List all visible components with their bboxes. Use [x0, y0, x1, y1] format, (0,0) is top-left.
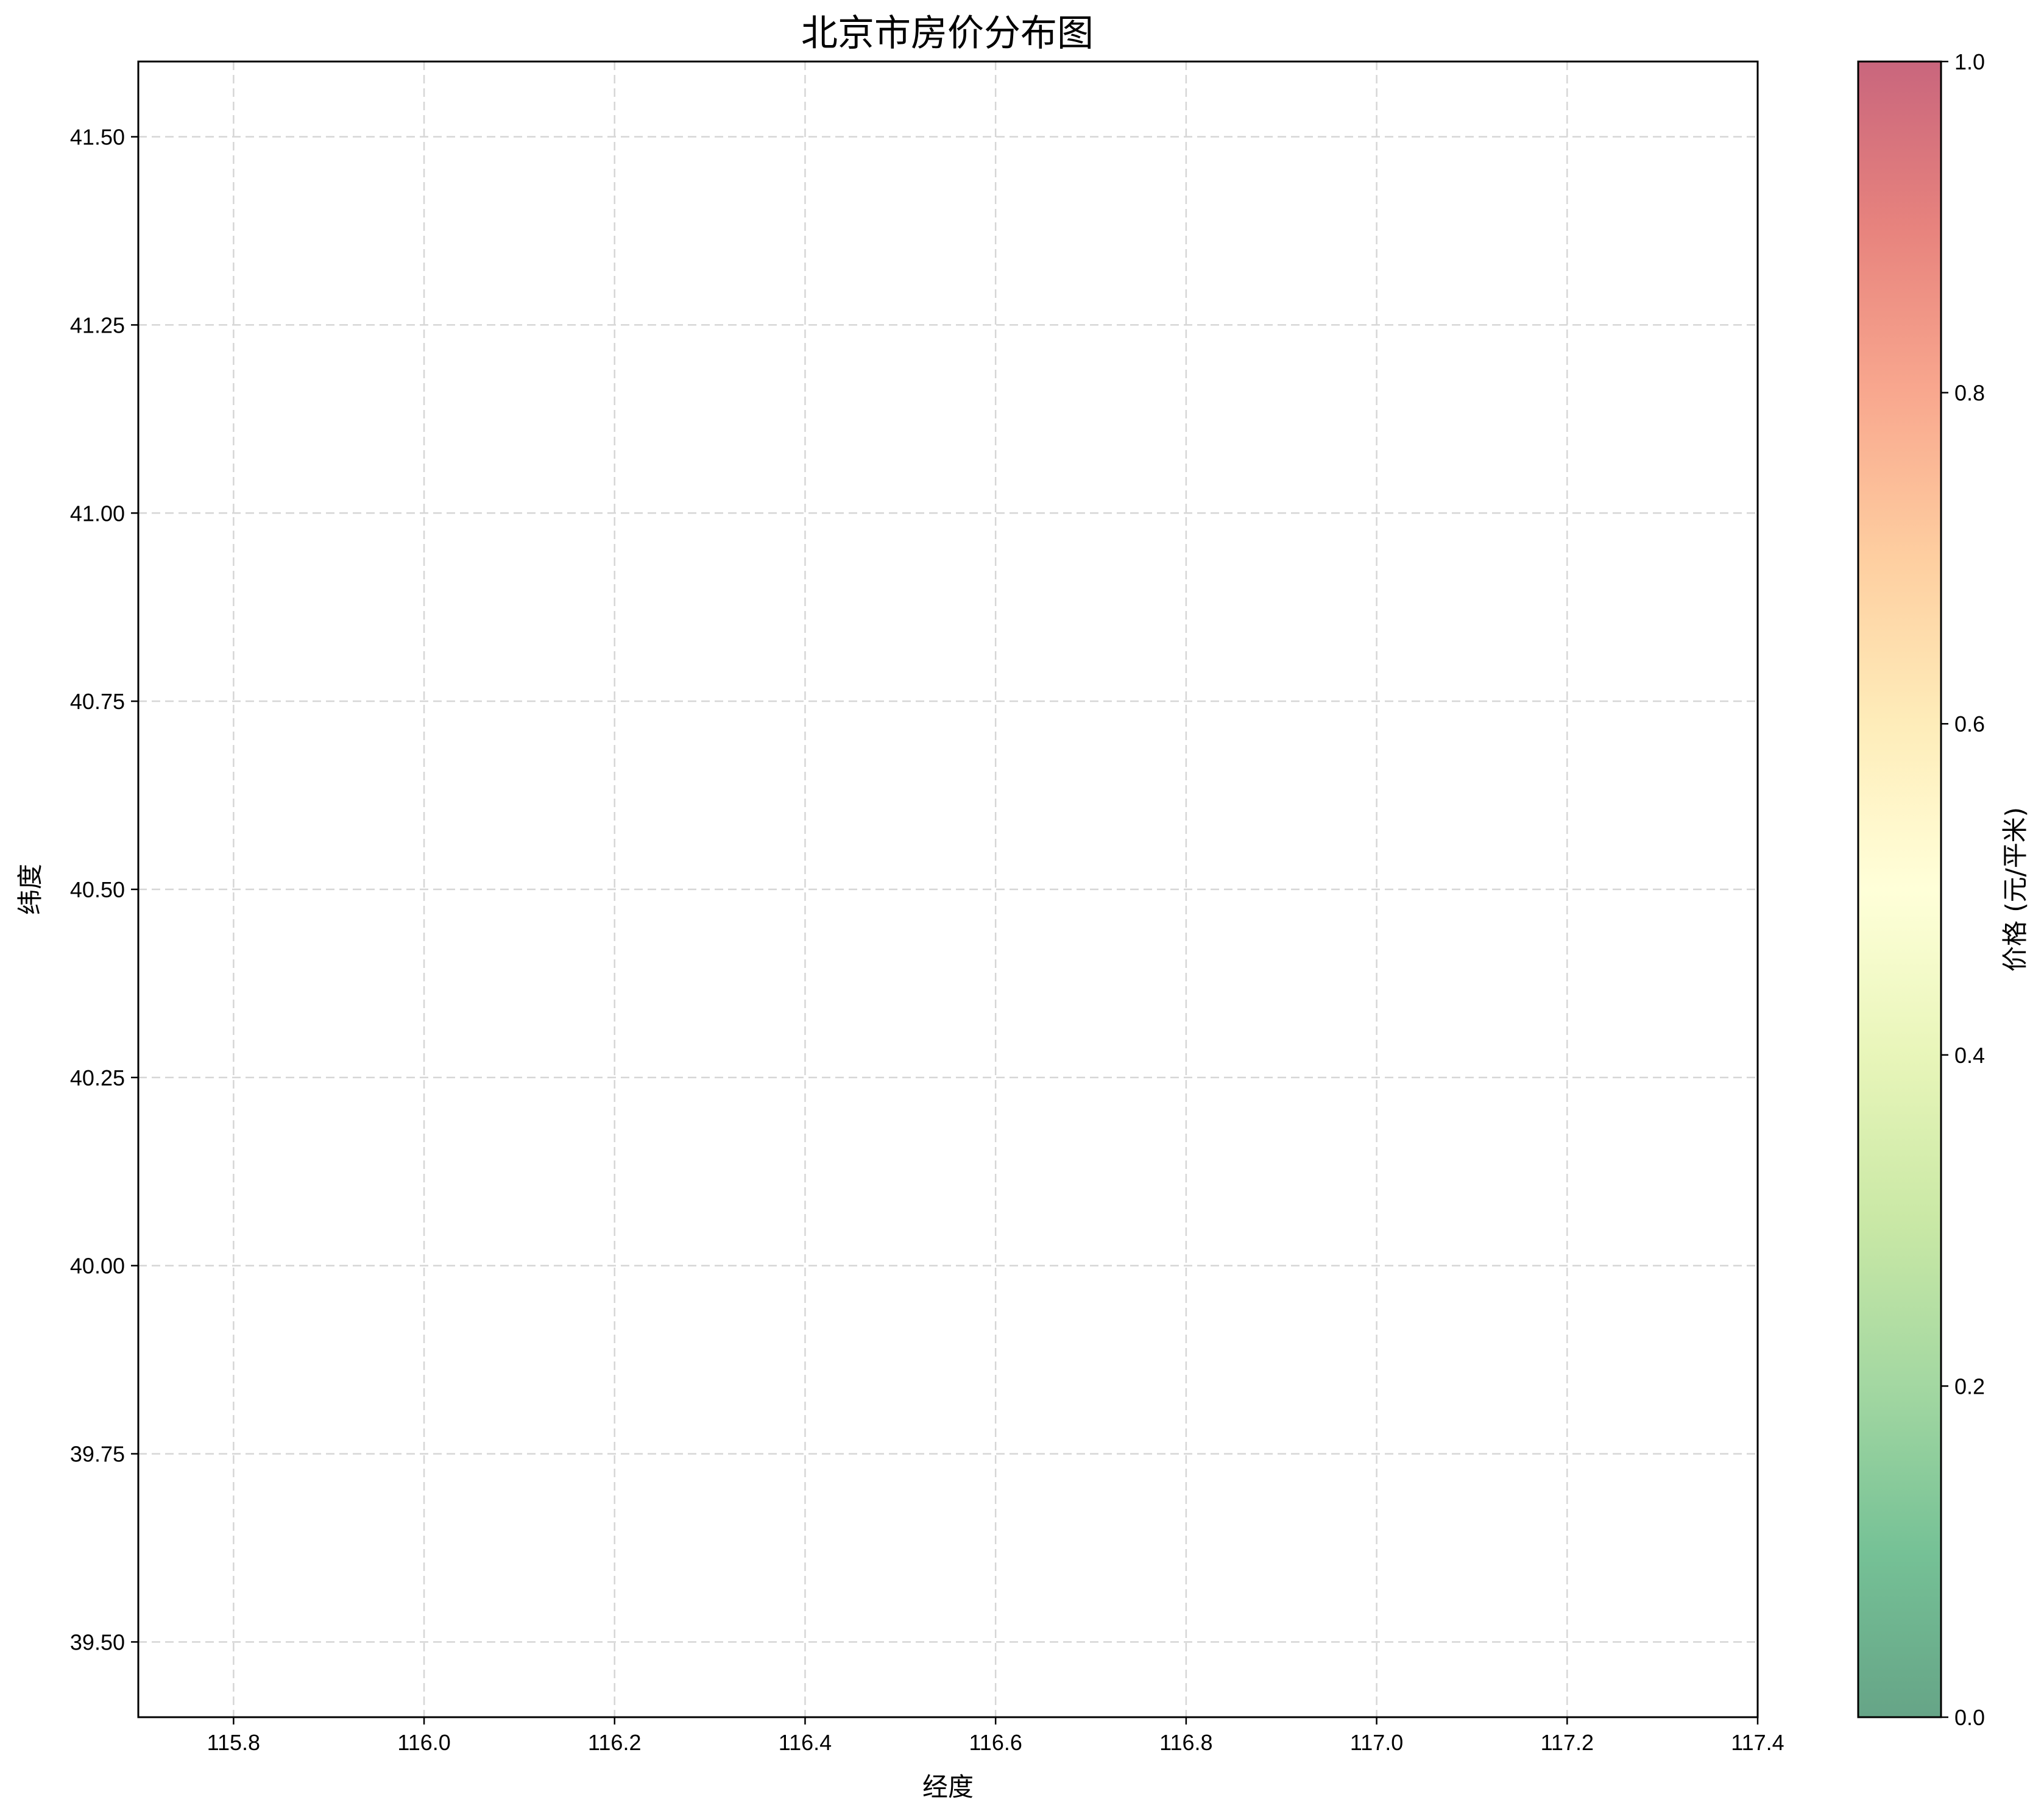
y-tick-label: 39.75	[70, 1442, 125, 1467]
y-axis-label: 纬度	[15, 864, 45, 915]
x-tick-label: 116.6	[969, 1730, 1022, 1755]
x-tick-label: 116.4	[779, 1730, 832, 1755]
colorbar-tick-label: 0.0	[1954, 1705, 1985, 1730]
colorbar-gradient	[1858, 62, 1941, 1717]
x-axis: 115.8 116.0 116.2 116.4 116.6 116.8 117.0 117.2…	[207, 1717, 1784, 1755]
colorbar-frame	[1857, 60, 1942, 1718]
y-tick-label: 40.50	[70, 877, 125, 902]
y-tick-label: 40.75	[70, 689, 125, 714]
y-axis: 39.50 39.75 40.00 40.25 40.50 40.75 41.00 41.25…	[70, 125, 138, 1654]
colorbar-tick-label: 0.4	[1954, 1043, 1985, 1068]
x-tick-label: 117.2	[1541, 1730, 1594, 1755]
colorbar-ticks: 0.0 0.2 0.4 0.6 0.8 1.0	[1941, 49, 1985, 1730]
y-tick-label: 40.25	[70, 1065, 125, 1090]
colorbar-tick-label: 0.2	[1954, 1374, 1985, 1399]
x-tick-label: 115.8	[207, 1730, 260, 1755]
colorbar: 0.0 0.2 0.4 0.6 0.8 1.0 价格 (元/平米)	[1857, 49, 2030, 1730]
colorbar-tick-label: 0.6	[1954, 711, 1985, 736]
chart-title: 北京市房价分布图	[801, 12, 1094, 55]
grid-lines	[138, 62, 1758, 1717]
y-tick-label: 41.25	[70, 312, 125, 337]
colorbar-tick-label: 1.0	[1954, 49, 1985, 74]
x-axis-label: 经度	[922, 1772, 974, 1802]
plot-area	[137, 60, 1759, 1718]
y-tick-label: 41.50	[70, 125, 125, 150]
x-tick-label: 116.2	[588, 1730, 641, 1755]
x-tick-label: 117.0	[1350, 1730, 1403, 1755]
x-tick-label: 116.0	[397, 1730, 450, 1755]
y-tick-label: 40.00	[70, 1254, 125, 1279]
colorbar-tick-label: 0.8	[1954, 381, 1985, 406]
x-tick-label: 117.4	[1731, 1730, 1784, 1755]
y-tick-label: 39.50	[70, 1629, 125, 1654]
x-tick-label: 116.8	[1159, 1730, 1212, 1755]
colorbar-label: 价格 (元/平米)	[2000, 807, 2030, 972]
y-tick-label: 41.00	[70, 501, 125, 526]
